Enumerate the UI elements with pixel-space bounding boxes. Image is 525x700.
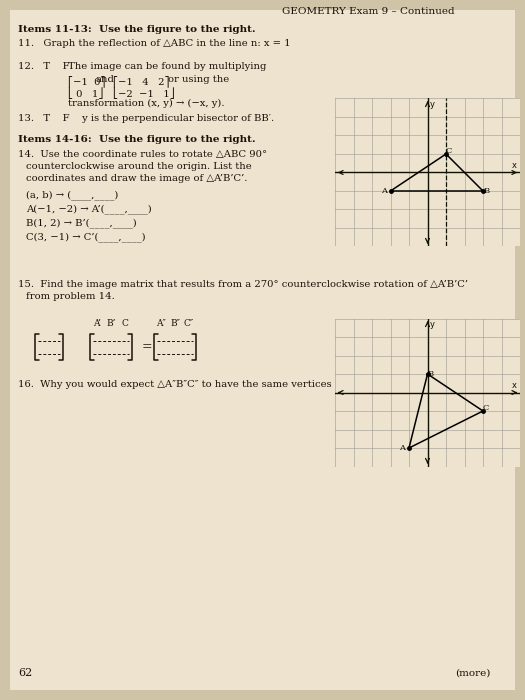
Text: C: C (445, 147, 452, 155)
Text: coordinates and draw the image of △A’B’C’.: coordinates and draw the image of △A’B’C… (26, 174, 247, 183)
Text: 13.   T    F    y is the perpendicular bisector of BB′.: 13. T F y is the perpendicular bisector … (18, 114, 274, 123)
Text: x: x (511, 161, 516, 169)
Text: B’: B’ (106, 319, 116, 328)
Text: C″: C″ (184, 319, 194, 328)
Text: A: A (381, 187, 387, 195)
Text: A″: A″ (156, 319, 166, 328)
Text: B(1, 2) → B’(____,____): B(1, 2) → B’(____,____) (26, 218, 136, 228)
Text: 11.   Graph the reflection of △ABC in the line n: x = 1: 11. Graph the reflection of △ABC in the … (18, 39, 291, 48)
Text: GEOMETRY Exam 9 – Continued: GEOMETRY Exam 9 – Continued (282, 7, 455, 16)
Text: or using the: or using the (168, 75, 229, 84)
Text: counterclockwise around the origin. List the: counterclockwise around the origin. List… (26, 162, 252, 171)
Text: ⎡−1  0⎤: ⎡−1 0⎤ (68, 75, 106, 87)
Text: y: y (430, 100, 435, 109)
Text: A: A (400, 444, 405, 452)
Text: from problem 14.: from problem 14. (26, 292, 115, 301)
Text: =: = (142, 340, 153, 354)
Text: C: C (482, 404, 488, 412)
Text: The image can be found by multiplying: The image can be found by multiplying (68, 62, 266, 71)
Text: 16.  Why you would expect △A″B″C″ to have the same vertices as △ABC from problem: 16. Why you would expect △A″B″C″ to have… (18, 380, 473, 389)
Text: ⎣ 0   1⎦: ⎣ 0 1⎦ (68, 87, 103, 99)
Text: C(3, −1) → C’(____,____): C(3, −1) → C’(____,____) (26, 232, 145, 242)
Text: ⎡−1   4   2⎤: ⎡−1 4 2⎤ (113, 75, 170, 87)
Text: Items 11-13:  Use the figure to the right.: Items 11-13: Use the figure to the right… (18, 25, 256, 34)
Text: 12.   T    F: 12. T F (18, 62, 70, 71)
Text: ⎣−2  −1   1⎦: ⎣−2 −1 1⎦ (113, 87, 175, 99)
Text: Items 14-16:  Use the figure to the right.: Items 14-16: Use the figure to the right… (18, 135, 256, 144)
Text: A(−1, −2) → A’(____,____): A(−1, −2) → A’(____,____) (26, 204, 152, 214)
Text: A’: A’ (93, 319, 101, 328)
Text: y: y (430, 321, 435, 330)
Text: transformation (x, y) → (−x, y).: transformation (x, y) → (−x, y). (68, 99, 225, 108)
Text: B″: B″ (170, 319, 180, 328)
Text: 62: 62 (18, 668, 32, 678)
Text: x: x (511, 381, 516, 390)
Text: B: B (428, 370, 434, 378)
Text: (a, b) → (____,____): (a, b) → (____,____) (26, 190, 118, 200)
Text: (more): (more) (455, 669, 490, 678)
Text: C: C (122, 319, 129, 328)
Text: and: and (95, 75, 114, 84)
Text: 15.  Find the image matrix that results from a 270° counterclockwise rotation of: 15. Find the image matrix that results f… (18, 280, 468, 289)
Text: 14.  Use the coordinate rules to rotate △ABC 90°: 14. Use the coordinate rules to rotate △… (18, 150, 267, 159)
Text: B: B (484, 187, 489, 195)
